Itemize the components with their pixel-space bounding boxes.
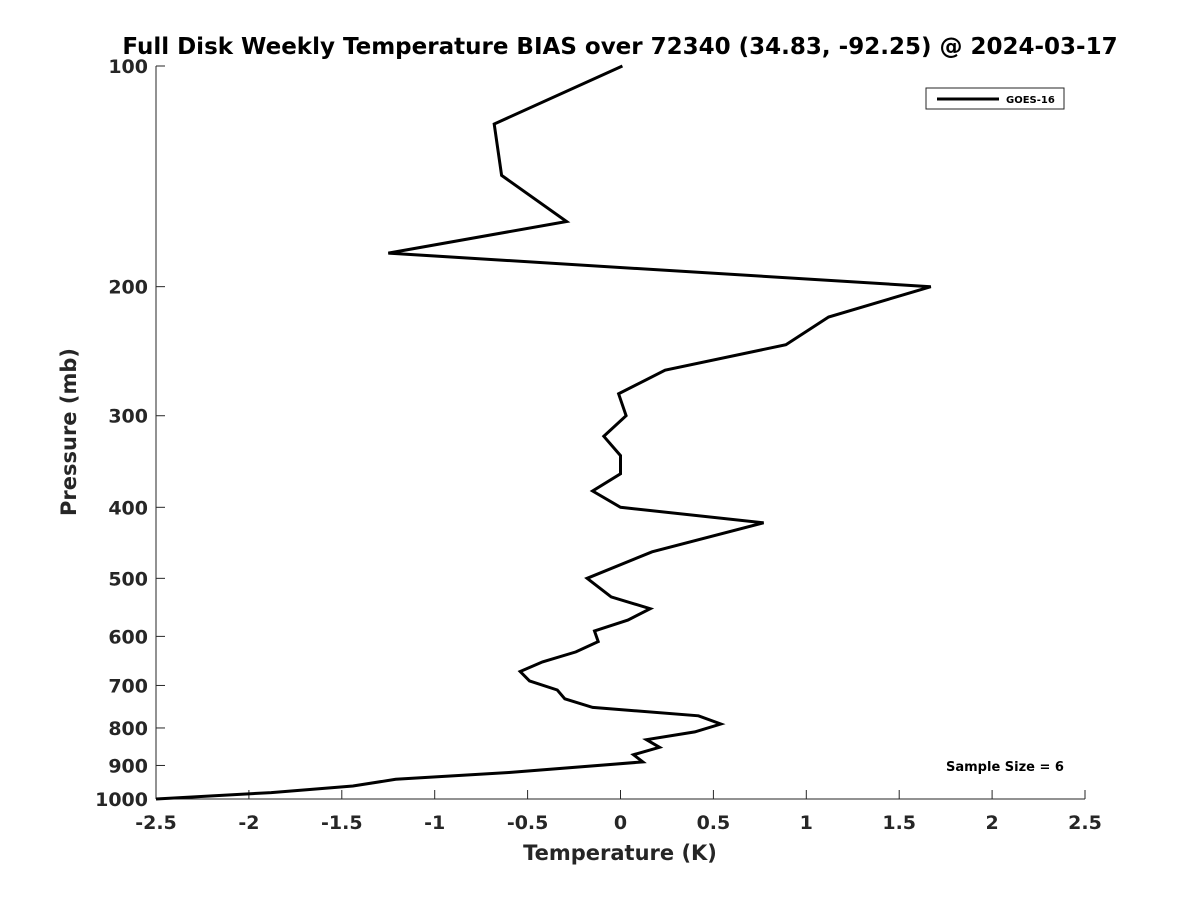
x-tick-label: -0.5 <box>507 812 549 834</box>
y-tick-label: 300 <box>108 406 148 428</box>
y-axis-label: Pressure (mb) <box>57 348 81 516</box>
y-tick-label: 800 <box>108 718 148 740</box>
x-tick-label: 0.5 <box>697 812 731 834</box>
x-ticks: -2.5 -2 -1.5 -1 -0.5 0 0.5 1 1.5 2 2.5 <box>135 790 1102 834</box>
y-tick-label: 1000 <box>95 789 148 811</box>
x-tick-label: 2.5 <box>1068 812 1102 834</box>
x-tick-label: -2 <box>238 812 259 834</box>
x-tick-label: -2.5 <box>135 812 177 834</box>
chart-title: Full Disk Weekly Temperature BIAS over 7… <box>122 34 1117 60</box>
series-line-goes-16 <box>155 64 932 801</box>
y-tick-label: 700 <box>108 675 148 697</box>
x-tick-label: 0 <box>614 812 627 834</box>
y-tick-label: 500 <box>108 568 148 590</box>
legend: GOES-16 <box>925 87 1065 110</box>
x-axis-label: Temperature (K) <box>523 841 717 865</box>
y-ticks: 100 200 300 400 500 600 700 800 900 1000 <box>95 56 165 811</box>
x-tick-label: -1 <box>424 812 445 834</box>
x-tick-label: -1.5 <box>321 812 363 834</box>
y-tick-label: 400 <box>108 497 148 519</box>
x-tick-label: 2 <box>985 812 998 834</box>
legend-label: GOES-16 <box>1006 95 1055 106</box>
y-tick-label: 600 <box>108 626 148 648</box>
x-tick-label: 1 <box>800 812 813 834</box>
y-tick-label: 900 <box>108 755 148 777</box>
sample-size-annotation: Sample Size = 6 <box>946 760 1064 775</box>
series-group <box>155 64 932 801</box>
x-tick-label: 1.5 <box>882 812 916 834</box>
y-tick-label: 200 <box>108 277 148 299</box>
y-tick-label: 100 <box>108 56 148 78</box>
